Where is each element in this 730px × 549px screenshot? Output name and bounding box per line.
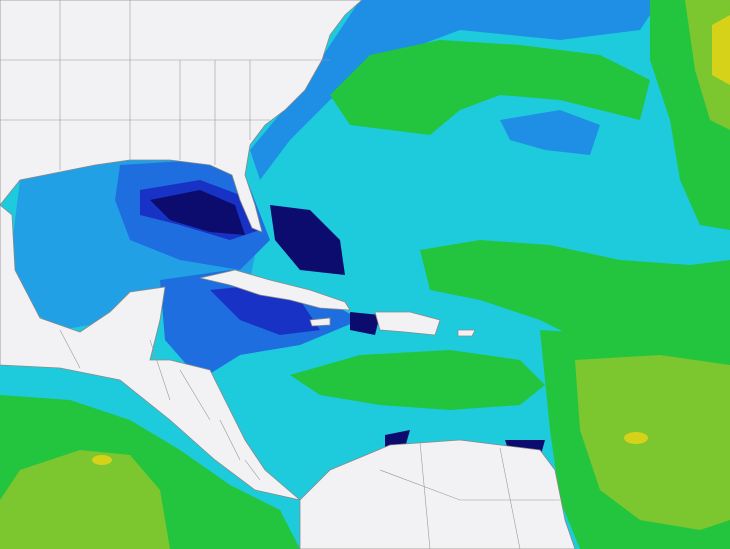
land-central-america [0,204,301,501]
country-borders [379,441,560,549]
island-hispaniola [374,311,441,336]
ocean-navy-zone [270,205,345,275]
ocean-blue-zone [250,0,660,180]
island-cuba [199,269,351,311]
country-borders [59,329,261,481]
ocean-yellow-zone [624,432,648,444]
ocean-navy-zone [350,312,380,335]
island-puerto-rico [457,329,476,337]
ocean-green-zone [290,350,545,410]
ocean-yellow-zone [92,455,112,465]
ocean-green-zone [330,40,650,135]
island-jamaica [309,317,331,327]
ocean-yellow-zone [712,15,730,85]
ocean-olive-zone [0,450,170,549]
ocean-blue-zone [500,110,600,155]
ocean-navy-zone [150,190,245,235]
state-borders [0,0,330,170]
ocean-olive-zone [575,355,730,530]
land-usa [0,0,363,233]
ocean-green-zone [420,240,730,350]
land-south-america [299,439,576,549]
